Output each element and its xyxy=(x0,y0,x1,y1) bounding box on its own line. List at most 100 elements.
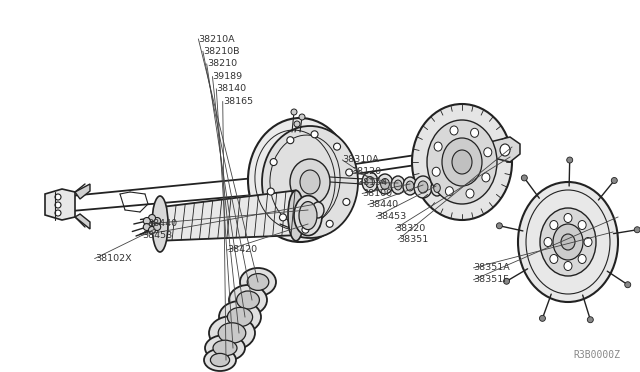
Polygon shape xyxy=(45,189,75,220)
Polygon shape xyxy=(280,214,320,234)
Ellipse shape xyxy=(262,126,358,238)
Ellipse shape xyxy=(564,214,572,222)
Ellipse shape xyxy=(248,118,352,242)
Ellipse shape xyxy=(218,323,246,343)
Text: 38210: 38210 xyxy=(207,60,237,68)
Text: 38351: 38351 xyxy=(398,235,428,244)
Ellipse shape xyxy=(550,221,558,230)
Ellipse shape xyxy=(287,137,294,144)
Ellipse shape xyxy=(291,109,297,115)
Text: 38351F: 38351F xyxy=(474,275,509,284)
Ellipse shape xyxy=(578,254,586,263)
Ellipse shape xyxy=(280,214,287,221)
Text: 38140: 38140 xyxy=(216,84,246,93)
Ellipse shape xyxy=(445,187,453,196)
Text: 38351A: 38351A xyxy=(474,263,510,272)
Ellipse shape xyxy=(365,176,374,187)
Ellipse shape xyxy=(427,120,497,204)
Ellipse shape xyxy=(229,285,267,315)
Text: R3B0000Z: R3B0000Z xyxy=(573,350,620,360)
Ellipse shape xyxy=(522,175,527,181)
Polygon shape xyxy=(160,190,296,241)
Ellipse shape xyxy=(432,167,440,176)
Ellipse shape xyxy=(346,169,353,176)
Ellipse shape xyxy=(55,210,61,216)
Ellipse shape xyxy=(414,176,432,198)
Ellipse shape xyxy=(394,180,402,190)
Ellipse shape xyxy=(312,202,324,218)
Ellipse shape xyxy=(270,158,277,166)
Ellipse shape xyxy=(540,315,545,321)
Ellipse shape xyxy=(500,144,510,156)
Ellipse shape xyxy=(209,316,255,350)
Ellipse shape xyxy=(381,179,389,189)
Ellipse shape xyxy=(205,335,245,361)
Ellipse shape xyxy=(326,220,333,227)
Ellipse shape xyxy=(611,177,618,183)
Ellipse shape xyxy=(299,114,305,120)
Ellipse shape xyxy=(294,121,300,127)
Ellipse shape xyxy=(55,202,61,208)
Ellipse shape xyxy=(148,227,156,234)
Ellipse shape xyxy=(55,194,61,200)
Ellipse shape xyxy=(219,301,261,333)
Ellipse shape xyxy=(302,226,309,233)
Text: 38165: 38165 xyxy=(223,97,253,106)
Text: 38420: 38420 xyxy=(227,246,257,254)
Ellipse shape xyxy=(578,221,586,230)
Text: 38154: 38154 xyxy=(357,178,387,187)
Ellipse shape xyxy=(403,177,417,195)
Ellipse shape xyxy=(290,159,330,205)
Ellipse shape xyxy=(288,190,304,241)
Polygon shape xyxy=(75,214,90,229)
Polygon shape xyxy=(75,184,90,199)
Ellipse shape xyxy=(431,180,443,196)
Ellipse shape xyxy=(391,176,405,194)
Ellipse shape xyxy=(470,128,479,137)
Text: 38453: 38453 xyxy=(376,212,406,221)
Ellipse shape xyxy=(240,268,276,296)
Ellipse shape xyxy=(294,196,322,235)
Ellipse shape xyxy=(452,150,472,174)
Ellipse shape xyxy=(484,148,492,157)
Ellipse shape xyxy=(625,282,631,288)
Ellipse shape xyxy=(442,138,482,186)
Ellipse shape xyxy=(311,131,318,138)
Ellipse shape xyxy=(213,340,237,356)
Text: 38320: 38320 xyxy=(396,224,426,233)
Text: 39189: 39189 xyxy=(212,72,243,81)
Ellipse shape xyxy=(561,234,575,250)
Ellipse shape xyxy=(466,189,474,198)
Ellipse shape xyxy=(154,224,161,231)
Ellipse shape xyxy=(434,184,440,192)
Text: 38453: 38453 xyxy=(142,231,172,240)
Ellipse shape xyxy=(299,202,317,230)
Ellipse shape xyxy=(143,218,150,224)
Ellipse shape xyxy=(540,208,596,276)
Ellipse shape xyxy=(588,317,593,323)
Text: 38440: 38440 xyxy=(147,219,177,228)
Text: 38440: 38440 xyxy=(368,200,398,209)
Ellipse shape xyxy=(544,237,552,247)
Text: 38102X: 38102X xyxy=(95,254,131,263)
Ellipse shape xyxy=(268,188,275,195)
Ellipse shape xyxy=(204,349,236,371)
Ellipse shape xyxy=(504,278,509,284)
Ellipse shape xyxy=(553,224,583,260)
Text: 38210B: 38210B xyxy=(203,47,239,56)
Ellipse shape xyxy=(406,181,414,191)
Text: 38310A: 38310A xyxy=(342,155,379,164)
Ellipse shape xyxy=(362,172,378,192)
Ellipse shape xyxy=(482,173,490,182)
Ellipse shape xyxy=(148,215,156,221)
Text: 38210A: 38210A xyxy=(198,35,235,44)
Ellipse shape xyxy=(634,227,640,233)
Text: 38100: 38100 xyxy=(362,189,392,198)
Ellipse shape xyxy=(550,254,558,263)
Ellipse shape xyxy=(333,143,340,150)
Ellipse shape xyxy=(211,353,230,366)
Ellipse shape xyxy=(434,142,442,151)
Ellipse shape xyxy=(584,237,592,247)
Text: 38120: 38120 xyxy=(351,167,381,176)
Ellipse shape xyxy=(247,273,269,291)
